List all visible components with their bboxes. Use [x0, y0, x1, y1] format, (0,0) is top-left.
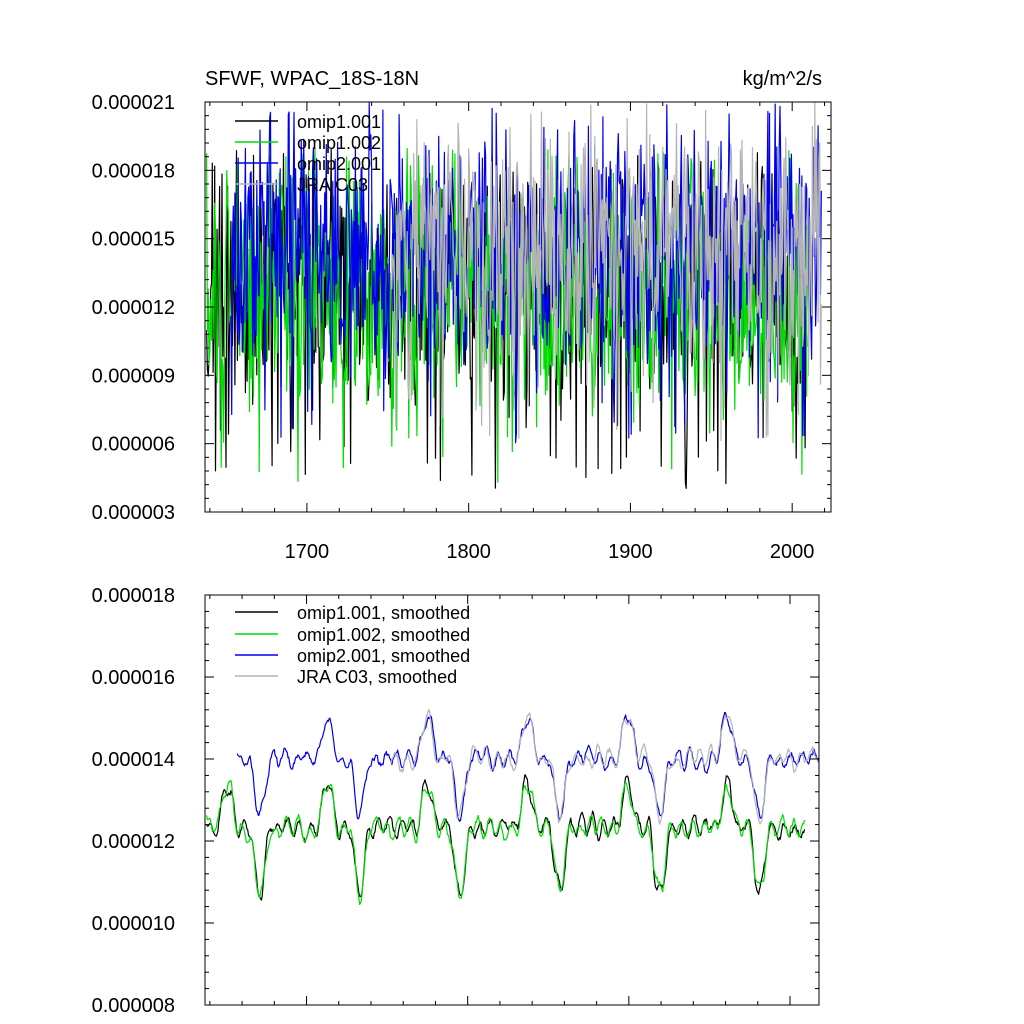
top-series-group: [206, 102, 822, 489]
top-legend: omip1.001 omip1.002 omip2.001 JRA C03: [235, 112, 381, 195]
legend-label: omip1.001, smoothed: [297, 603, 470, 623]
y-tick-label: 0.000014: [92, 749, 175, 771]
legend-label: JRA C03: [297, 175, 368, 195]
y-tick-label: 0.000015: [92, 229, 175, 251]
top-x-axis-labels: 1700 1800 1900 2000: [285, 541, 815, 563]
legend-label: omip1.002: [297, 133, 381, 153]
y-tick-label: 0.000018: [92, 160, 175, 182]
y-tick-label: 0.000021: [92, 92, 175, 114]
legend-label: omip1.001: [297, 112, 381, 132]
y-tick-label: 0.000012: [92, 297, 175, 319]
bottom-chart-panel: 0.000008 0.000010 0.000012 0.000014 0.00…: [92, 585, 820, 1017]
series-line-omip2-001-smoothed: [236, 711, 820, 822]
legend-label: omip2.001: [297, 154, 381, 174]
top-axis-ticks: [205, 101, 831, 513]
x-tick-label: 2000: [770, 541, 815, 563]
legend-label: omip1.002, smoothed: [297, 625, 470, 645]
legend-label: JRA C03, smoothed: [297, 667, 457, 687]
y-tick-label: 0.000016: [92, 667, 175, 689]
bottom-axis-ticks: [205, 594, 819, 1006]
y-tick-label: 0.000010: [92, 913, 175, 935]
legend-label: omip2.001, smoothed: [297, 646, 470, 666]
bottom-plot-frame: [204, 594, 820, 1006]
y-tick-label: 0.000006: [92, 434, 175, 456]
chart-units-label: kg/m^2/s: [743, 68, 822, 90]
bottom-series-group: [206, 709, 820, 906]
chart-title-left: SFWF, WPAC_18S-18N: [205, 68, 419, 90]
y-tick-label: 0.000008: [92, 995, 175, 1017]
series-line-jra-c03-smoothed: [389, 709, 820, 825]
x-tick-label: 1900: [608, 541, 653, 563]
y-tick-label: 0.000003: [92, 502, 175, 524]
bottom-y-axis-labels: 0.000008 0.000010 0.000012 0.000014 0.00…: [92, 585, 175, 1017]
series-line-jra-c03: [390, 102, 822, 441]
x-tick-label: 1700: [285, 541, 330, 563]
top-y-axis-labels: 0.000003 0.000006 0.000009 0.000012 0.00…: [92, 92, 175, 524]
series-line-omip1-001-smoothed: [206, 774, 806, 901]
x-tick-label: 1800: [446, 541, 491, 563]
y-tick-label: 0.000012: [92, 831, 175, 853]
top-chart-panel: SFWF, WPAC_18S-18N kg/m^2/s 0.000003 0.0…: [92, 68, 832, 563]
y-tick-label: 0.000018: [92, 585, 175, 607]
y-tick-label: 0.000009: [92, 365, 175, 387]
series-line-omip1-002-smoothed: [206, 779, 806, 906]
bottom-legend: omip1.001, smoothed omip1.002, smoothed …: [235, 603, 470, 687]
